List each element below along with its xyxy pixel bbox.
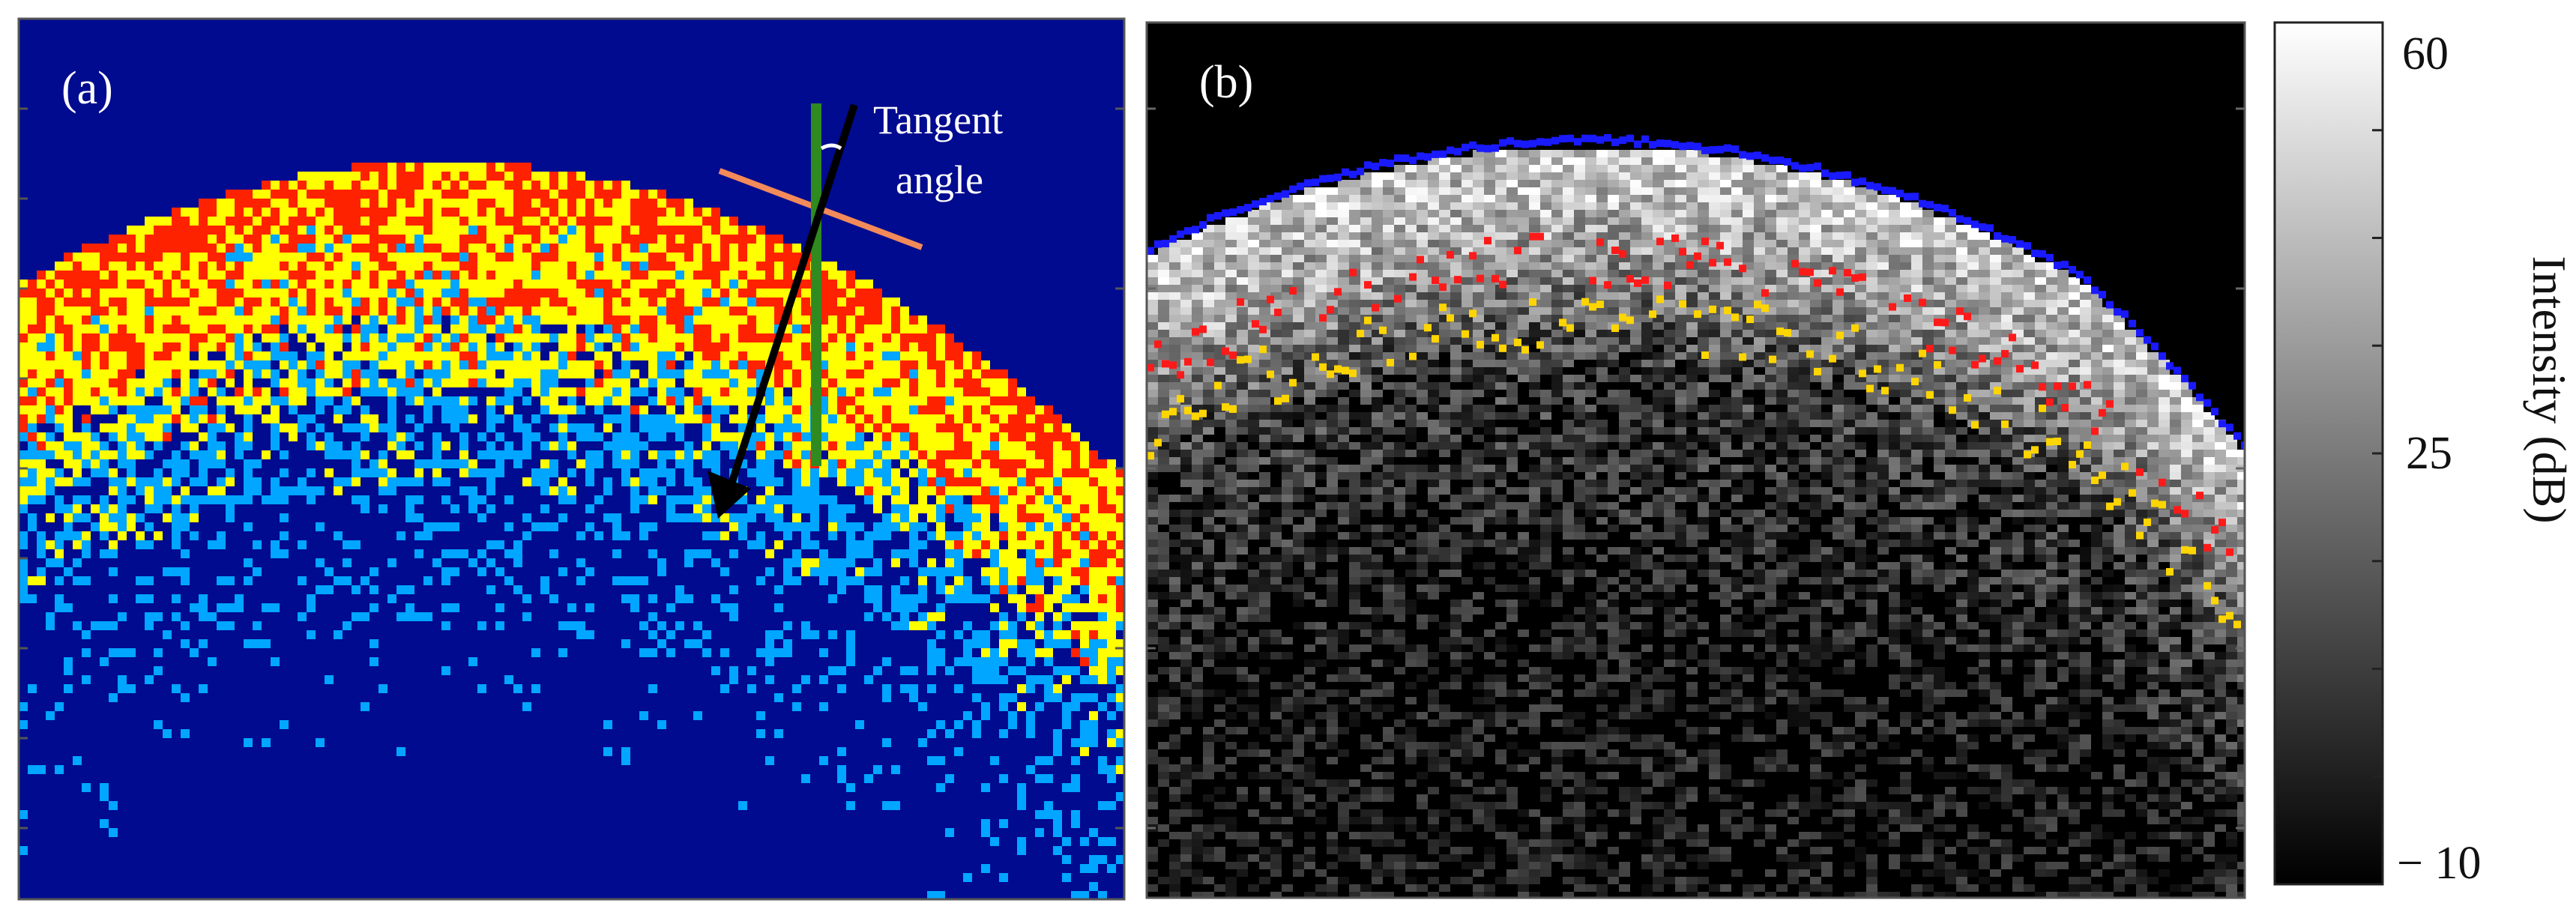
incident-arrow-head-icon xyxy=(708,471,751,519)
tangent-angle-arc xyxy=(820,143,842,151)
panel-b-ticks xyxy=(1147,107,2245,830)
panel-b-label: (b) xyxy=(1199,57,1253,108)
tangent-annotation-line1: Tangent xyxy=(873,97,1003,142)
colorbar-axis-label: Intensity (dB) xyxy=(2523,256,2576,523)
colorbar: 60 25 − 10 Intensity (dB) xyxy=(2273,21,2576,889)
panel-a-label: (a) xyxy=(61,63,113,114)
panel-b: (b) xyxy=(1145,21,2246,899)
panel-b-boundaries xyxy=(1147,133,2245,629)
colorbar-tick-label-mid: 25 xyxy=(2406,428,2452,479)
panel-a: (a) Tangent angle xyxy=(17,17,1126,901)
panel-a-ticks xyxy=(19,107,1124,830)
incident-arrow-shaft xyxy=(725,103,858,495)
panel-a-frame xyxy=(17,17,1126,901)
colorbar-tick-label-top: 60 xyxy=(2402,28,2449,79)
colorbar-tick-label-bottom: − 10 xyxy=(2397,838,2481,889)
panel-b-frame xyxy=(1145,21,2246,899)
tangent-annotation-line2: angle xyxy=(896,157,983,202)
colorbar-gradient xyxy=(2273,21,2384,886)
panel-b-oct-image xyxy=(1147,150,2245,898)
colorbar-tick-marks xyxy=(2372,21,2383,886)
normal-line xyxy=(811,103,821,466)
panel-a-layer-map xyxy=(19,163,1124,899)
